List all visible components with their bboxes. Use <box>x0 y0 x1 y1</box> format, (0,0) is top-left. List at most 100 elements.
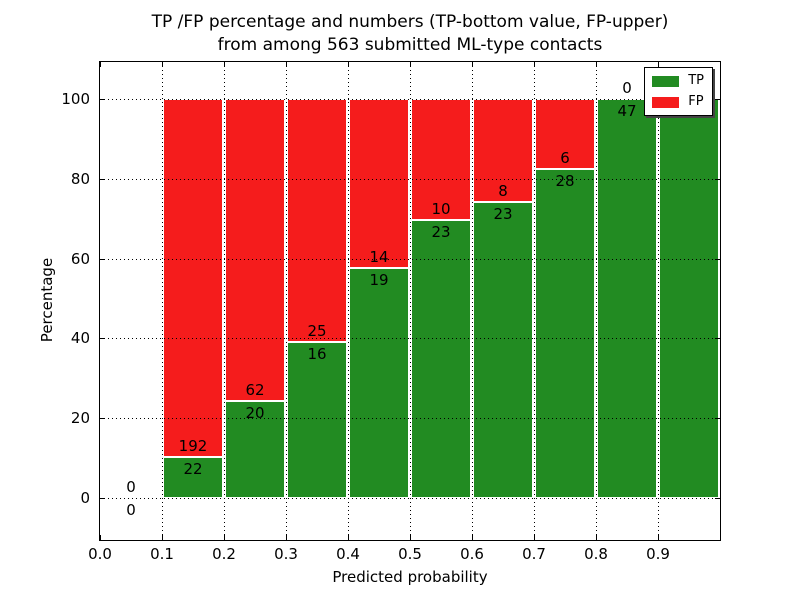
y-tick-mark <box>100 338 105 340</box>
chart-title-line2: from among 563 submitted ML-type contact… <box>217 35 603 55</box>
v-gridline <box>410 62 411 540</box>
tp-color-swatch <box>652 75 680 87</box>
x-tick-mark <box>658 62 659 67</box>
bar-segment-tp <box>225 400 285 498</box>
value-label-tp: 16 <box>307 345 327 364</box>
x-tick-mark <box>224 62 225 67</box>
x-tick-label: 0.0 <box>88 545 112 563</box>
bar-segment-tp <box>349 268 409 498</box>
value-label-tp: 23 <box>493 204 513 223</box>
chart-title: TP /FP percentage and numbers (TP-bottom… <box>152 11 669 57</box>
x-tick-mark <box>100 62 101 67</box>
value-label-fp: 0 <box>622 79 632 97</box>
h-gridline <box>100 498 720 499</box>
value-label-fp: 192 <box>178 436 208 455</box>
x-tick-label: 0.5 <box>398 545 422 563</box>
value-label-tp: 28 <box>555 172 575 191</box>
plot-area: TP FP 0019222622025161419102382362804704… <box>99 61 721 541</box>
v-gridline <box>162 62 163 540</box>
bar-segment-tp <box>163 456 223 498</box>
value-label-fp: 6 <box>560 149 570 168</box>
x-tick-label: 0.1 <box>150 545 174 563</box>
x-tick-mark <box>162 535 163 540</box>
fp-color-swatch <box>652 96 680 108</box>
h-gridline <box>100 418 720 420</box>
x-tick-label: 0.2 <box>212 545 236 563</box>
legend-entry-fp: FP <box>652 95 704 109</box>
y-tick-mark <box>715 178 720 180</box>
bar-segment-fp <box>411 99 471 220</box>
x-tick-label: 0.3 <box>274 545 298 563</box>
x-tick-mark <box>596 62 597 67</box>
bar-segment-tp <box>473 201 533 498</box>
value-label-tp: 20 <box>245 403 265 422</box>
value-label-tp: 0 <box>126 501 136 519</box>
x-tick-mark <box>286 62 287 67</box>
v-gridline <box>658 62 659 540</box>
v-gridline <box>596 62 597 540</box>
bar-segment-fp <box>473 99 533 202</box>
y-tick-label: 100 <box>61 90 90 108</box>
x-tick-mark <box>348 535 349 540</box>
v-gridline <box>472 62 473 540</box>
y-tick-mark <box>715 418 720 420</box>
value-label-fp: 62 <box>245 380 265 399</box>
value-label-fp: 0 <box>126 478 136 496</box>
x-tick-mark <box>348 62 349 67</box>
x-tick-label: 0.6 <box>460 545 484 563</box>
y-tick-mark <box>100 498 105 499</box>
value-label-fp: 8 <box>498 181 508 200</box>
y-tick-label: 60 <box>70 249 90 268</box>
y-tick-mark <box>100 258 105 260</box>
x-tick-mark <box>534 535 535 540</box>
x-tick-mark <box>410 535 411 540</box>
y-tick-label: 40 <box>70 329 90 348</box>
x-tick-label: 0.4 <box>336 545 360 563</box>
y-tick-label: 0 <box>80 489 90 507</box>
chart-title-line1: TP /FP percentage and numbers (TP-bottom… <box>151 12 669 32</box>
y-tick-label: 80 <box>70 169 90 188</box>
v-gridline <box>286 62 287 540</box>
x-tick-mark <box>100 535 101 540</box>
x-tick-label: 0.7 <box>522 545 546 563</box>
value-label-tp: 22 <box>183 459 203 478</box>
v-gridline <box>348 62 349 540</box>
value-label-tp: 23 <box>431 222 451 241</box>
x-tick-label: 0.9 <box>646 545 670 563</box>
x-tick-mark <box>472 535 473 540</box>
bar-segment-fp <box>225 99 285 401</box>
h-gridline <box>100 99 720 100</box>
x-tick-mark <box>658 535 659 540</box>
value-label-tp: 47 <box>617 102 637 120</box>
bar-segment-tp <box>659 99 719 498</box>
y-tick-mark <box>100 178 105 180</box>
x-tick-mark <box>224 535 225 540</box>
x-tick-label: 0.8 <box>584 545 608 563</box>
bar-segment-fp <box>535 99 595 170</box>
x-tick-mark <box>410 62 411 67</box>
v-gridline <box>534 62 535 540</box>
y-tick-mark <box>100 418 105 420</box>
bar-segment-tp <box>411 219 471 498</box>
x-tick-mark <box>162 62 163 67</box>
y-tick-mark <box>100 99 105 100</box>
legend: TP FP <box>644 67 713 116</box>
value-label-fp: 14 <box>369 248 389 267</box>
bar-segment-fp <box>163 99 223 457</box>
bar-segment-fp <box>287 99 347 343</box>
legend-label-fp: FP <box>688 94 704 109</box>
h-gridline <box>100 178 720 180</box>
bar-segment-tp <box>597 99 657 498</box>
value-label-tp: 19 <box>369 271 389 290</box>
x-tick-mark <box>534 62 535 67</box>
y-tick-mark <box>715 498 720 499</box>
value-label-fp: 10 <box>431 199 451 218</box>
h-gridline <box>100 338 720 340</box>
legend-label-tp: TP <box>688 73 704 88</box>
y-tick-label: 20 <box>70 409 90 428</box>
bar-segment-tp <box>287 342 347 498</box>
y-tick-mark <box>715 99 720 100</box>
bar-segment-tp <box>535 169 595 498</box>
bar-segment-fp <box>349 99 409 269</box>
